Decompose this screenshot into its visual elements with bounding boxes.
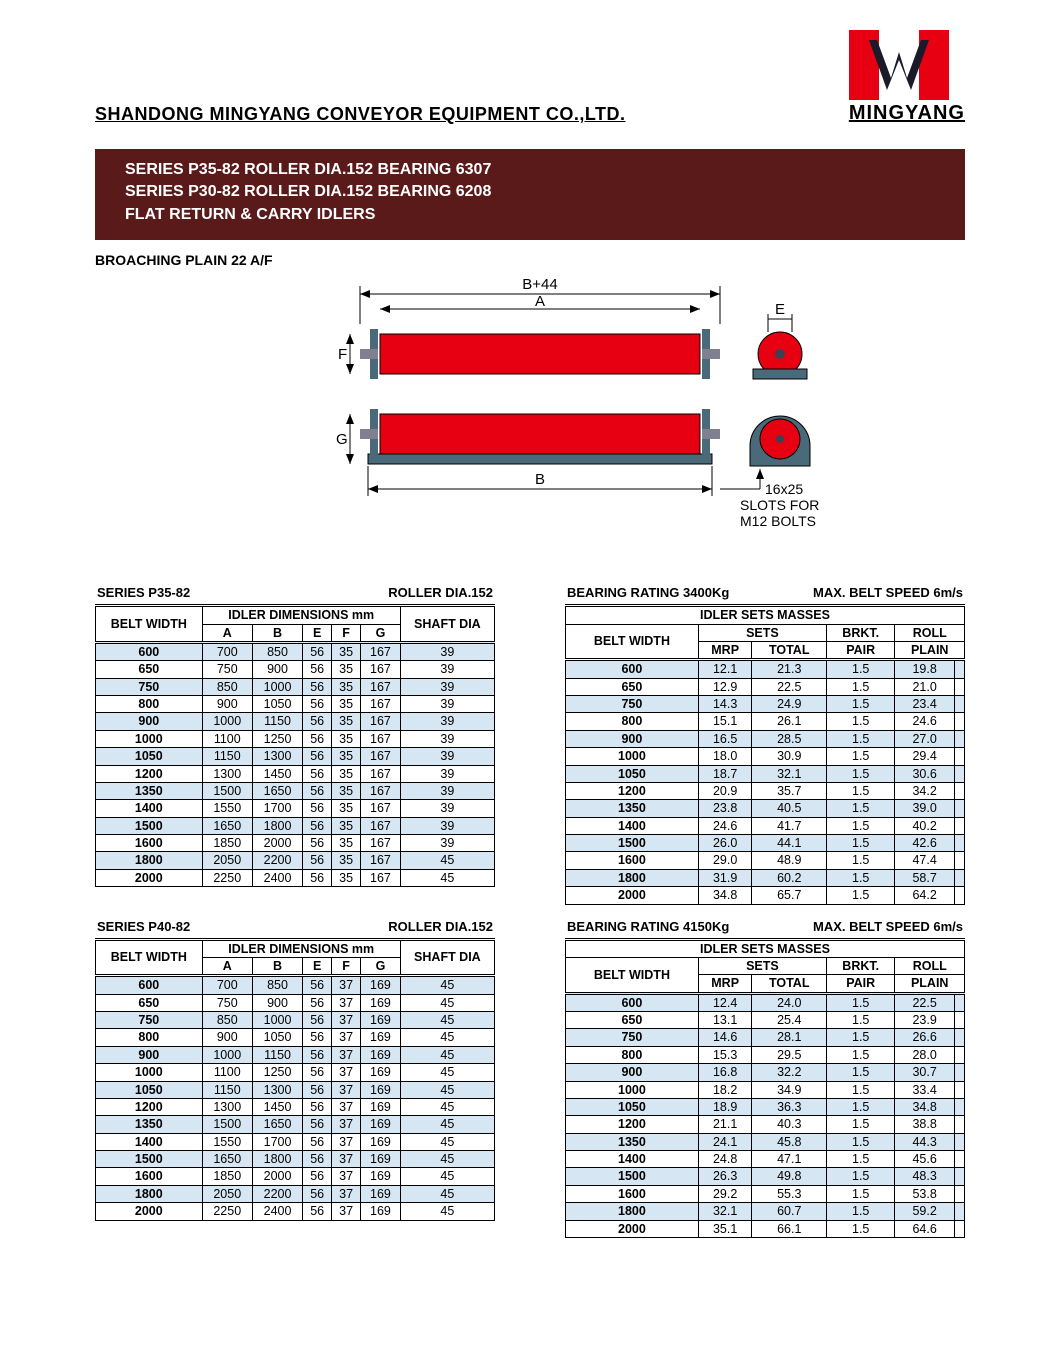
table-row: 160029.255.31.553.8 bbox=[566, 1185, 965, 1202]
diagram: B+44 A E F G B 16x25 SLOTS FOR M12 BOLTS bbox=[95, 274, 965, 567]
table-row: 100011001250563716945 bbox=[96, 1064, 495, 1081]
table-row: 120013001450563516739 bbox=[96, 765, 495, 782]
table-row: 7508501000563716945 bbox=[96, 1012, 495, 1029]
title-line-1: SERIES P35-82 ROLLER DIA.152 BEARING 630… bbox=[125, 159, 935, 181]
right-table-1: BEARING RATING 3400Kg MAX. BELT SPEED 6m… bbox=[565, 577, 965, 904]
tables-row-1: SERIES P35-82 ROLLER DIA.152 BELT WIDTH … bbox=[95, 577, 965, 904]
tables-row-2: SERIES P40-82 ROLLER DIA.152 BELT WIDTH … bbox=[95, 911, 965, 1238]
table-row: 200022502400563716945 bbox=[96, 1203, 495, 1220]
table-row: 60012.424.01.522.5 bbox=[566, 993, 965, 1011]
table-row: 135015001650563516739 bbox=[96, 782, 495, 799]
left1-cap-l: SERIES P35-82 bbox=[97, 585, 190, 600]
svg-text:A: A bbox=[535, 293, 545, 310]
table-row: 600700850563516739 bbox=[96, 642, 495, 660]
table-row: 120013001450563716945 bbox=[96, 1098, 495, 1115]
table-row: 140024.847.11.545.6 bbox=[566, 1151, 965, 1168]
table-row: 90016.832.21.530.7 bbox=[566, 1064, 965, 1081]
table-row: 65012.922.51.521.0 bbox=[566, 678, 965, 695]
table-row: 90010001150563516739 bbox=[96, 713, 495, 730]
header-row: SHANDONG MINGYANG CONVEYOR EQUIPMENT CO.… bbox=[95, 30, 965, 125]
table-row: 80015.329.51.528.0 bbox=[566, 1046, 965, 1063]
table-row: 600700850563716945 bbox=[96, 976, 495, 994]
dimensions-table-2: BELT WIDTH IDLER DIMENSIONS mm SHAFT DIA… bbox=[95, 938, 495, 1221]
logo-icon bbox=[849, 30, 949, 100]
svg-text:SLOTS FOR: SLOTS FOR bbox=[740, 497, 819, 513]
table-row: 135015001650563716945 bbox=[96, 1116, 495, 1133]
table-row: 100018.234.91.533.4 bbox=[566, 1081, 965, 1098]
title-bar: SERIES P35-82 ROLLER DIA.152 BEARING 630… bbox=[95, 149, 965, 240]
table-row: 60012.121.31.519.8 bbox=[566, 660, 965, 678]
table-row: 150016501800563516739 bbox=[96, 817, 495, 834]
svg-text:E: E bbox=[775, 301, 785, 318]
right2-cap-r: MAX. BELT SPEED 6m/s bbox=[813, 919, 963, 934]
table-row: 140024.641.71.540.2 bbox=[566, 817, 965, 834]
table-row: 140015501700563716945 bbox=[96, 1133, 495, 1150]
table-row: 75014.324.91.523.4 bbox=[566, 696, 965, 713]
table-row: 150026.044.11.542.6 bbox=[566, 835, 965, 852]
table-row: 100011001250563516739 bbox=[96, 730, 495, 747]
left2-cap-l: SERIES P40-82 bbox=[97, 919, 190, 934]
right1-cap-l: BEARING RATING 3400Kg bbox=[567, 585, 729, 600]
table-row: 180020502200563516745 bbox=[96, 852, 495, 869]
table-row: 105018.732.11.530.6 bbox=[566, 765, 965, 782]
table-row: 160018502000563516739 bbox=[96, 835, 495, 852]
table-row: 100018.030.91.529.4 bbox=[566, 748, 965, 765]
left1-cap-r: ROLLER DIA.152 bbox=[388, 585, 493, 600]
table-row: 65013.125.41.523.9 bbox=[566, 1012, 965, 1029]
table-row: 180031.960.21.558.7 bbox=[566, 869, 965, 886]
table-row: 90016.528.51.527.0 bbox=[566, 730, 965, 747]
svg-text:16x25: 16x25 bbox=[765, 481, 803, 497]
brand-text: MINGYANG bbox=[849, 102, 965, 125]
table-row: 180032.160.71.559.2 bbox=[566, 1203, 965, 1220]
table-row: 7508501000563516739 bbox=[96, 678, 495, 695]
table-row: 135023.840.51.539.0 bbox=[566, 800, 965, 817]
table-row: 8009001050563516739 bbox=[96, 696, 495, 713]
table-row: 160018502000563716945 bbox=[96, 1168, 495, 1185]
table-row: 105011501300563516739 bbox=[96, 748, 495, 765]
dimensions-table-1: BELT WIDTH IDLER DIMENSIONS mm SHAFT DIA… bbox=[95, 604, 495, 887]
table-row: 650750900563516739 bbox=[96, 661, 495, 678]
table-row: 650750900563716945 bbox=[96, 994, 495, 1011]
company-name: SHANDONG MINGYANG CONVEYOR EQUIPMENT CO.… bbox=[95, 104, 626, 125]
svg-text:G: G bbox=[336, 431, 348, 448]
svg-text:M12 BOLTS: M12 BOLTS bbox=[740, 513, 816, 529]
table-row: 80015.126.11.524.6 bbox=[566, 713, 965, 730]
table-row: 160029.048.91.547.4 bbox=[566, 852, 965, 869]
title-line-3: FLAT RETURN & CARRY IDLERS bbox=[125, 204, 935, 226]
left-table-2: SERIES P40-82 ROLLER DIA.152 BELT WIDTH … bbox=[95, 911, 495, 1238]
table-row: 90010001150563716945 bbox=[96, 1046, 495, 1063]
logo: MINGYANG bbox=[849, 30, 965, 125]
masses-table-1: IDLER SETS MASSES BELT WIDTH SETS BRKT. … bbox=[565, 604, 965, 904]
left-table-1: SERIES P35-82 ROLLER DIA.152 BELT WIDTH … bbox=[95, 577, 495, 904]
table-row: 150026.349.81.548.3 bbox=[566, 1168, 965, 1185]
table-row: 135024.145.81.544.3 bbox=[566, 1133, 965, 1150]
svg-text:B: B bbox=[535, 471, 545, 488]
table-row: 140015501700563516739 bbox=[96, 800, 495, 817]
table-row: 200035.166.11.564.6 bbox=[566, 1220, 965, 1237]
table-row: 120020.935.71.534.2 bbox=[566, 782, 965, 799]
table-row: 105011501300563716945 bbox=[96, 1081, 495, 1098]
right-table-2: BEARING RATING 4150Kg MAX. BELT SPEED 6m… bbox=[565, 911, 965, 1238]
table-row: 180020502200563716945 bbox=[96, 1185, 495, 1202]
table-row: 200022502400563516745 bbox=[96, 869, 495, 886]
left2-cap-r: ROLLER DIA.152 bbox=[388, 919, 493, 934]
table-row: 200034.865.71.564.2 bbox=[566, 887, 965, 904]
table-row: 8009001050563716945 bbox=[96, 1029, 495, 1046]
right2-cap-l: BEARING RATING 4150Kg bbox=[567, 919, 729, 934]
table-row: 150016501800563716945 bbox=[96, 1151, 495, 1168]
masses-table-2: IDLER SETS MASSES BELT WIDTH SETS BRKT. … bbox=[565, 938, 965, 1238]
svg-text:B+44: B+44 bbox=[522, 276, 557, 293]
svg-text:F: F bbox=[338, 346, 347, 363]
table-row: 75014.628.11.526.6 bbox=[566, 1029, 965, 1046]
right1-cap-r: MAX. BELT SPEED 6m/s bbox=[813, 585, 963, 600]
title-line-2: SERIES P30-82 ROLLER DIA.152 BEARING 620… bbox=[125, 181, 935, 203]
table-row: 105018.936.31.534.8 bbox=[566, 1098, 965, 1115]
broaching-label: BROACHING PLAIN 22 A/F bbox=[95, 252, 965, 268]
table-row: 120021.140.31.538.8 bbox=[566, 1116, 965, 1133]
